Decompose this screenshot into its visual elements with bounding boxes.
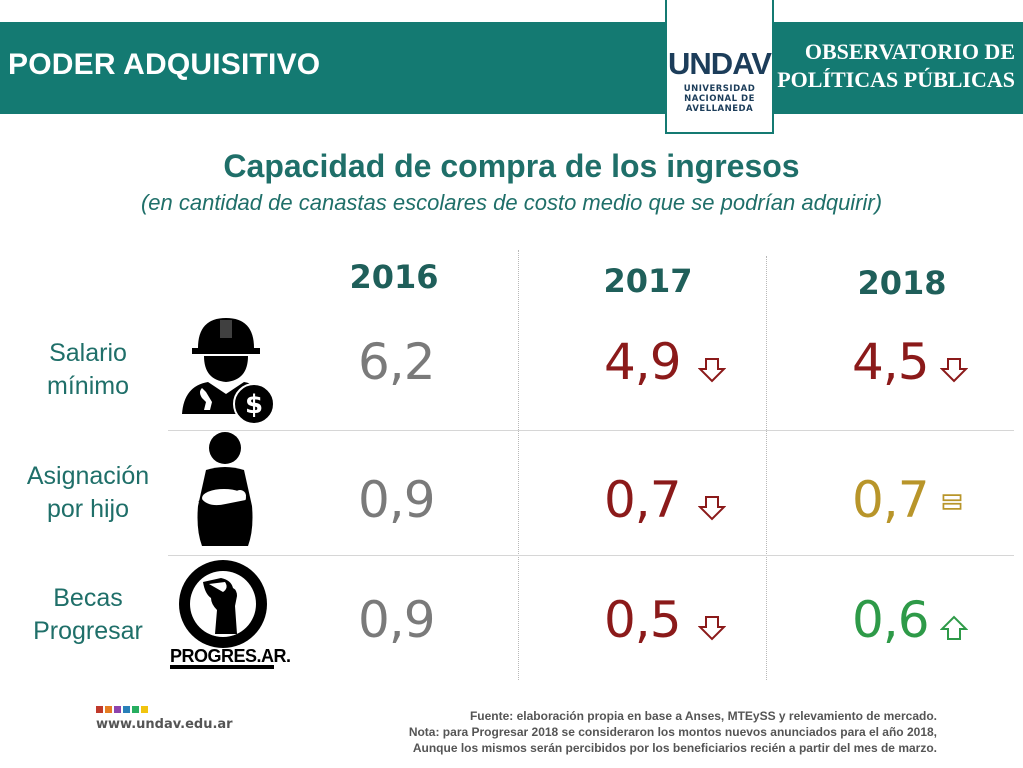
- footer-note-line2: Nota: para Progresar 2018 se consideraro…: [408, 725, 937, 739]
- trend-down-icon: [698, 496, 726, 521]
- footer-note-line1: Fuente: elaboración propia en base a Ans…: [469, 709, 937, 723]
- table-value: 0,7: [852, 471, 930, 529]
- trend-down-icon: [940, 358, 968, 383]
- table-value: 4,5: [852, 333, 930, 391]
- logo-subtitle: UNIVERSIDAD NACIONAL DE AVELLANEDA: [667, 84, 772, 114]
- org-name: OBSERVATORIO DE POLÍTICAS PÚBLICAS: [777, 38, 1015, 94]
- row-label-becas: Becas Progresar: [8, 582, 168, 648]
- row-label-line1: Salario: [49, 339, 127, 367]
- column-divider: [518, 250, 519, 680]
- row-label-line2: por hijo: [47, 495, 129, 523]
- row-divider: [168, 430, 1014, 431]
- progresar-tagline-bar: [170, 665, 274, 669]
- color-dots-icon: [96, 706, 148, 713]
- header-band: [0, 22, 1023, 114]
- row-label-salario: Salario mínimo: [8, 337, 168, 403]
- undav-logo: UNDAV UNIVERSIDAD NACIONAL DE AVELLANEDA: [665, 0, 774, 134]
- trend-equal-icon: [942, 494, 962, 510]
- table-value: 0,6: [852, 591, 930, 649]
- logo-sub-line3: AVELLANEDA: [685, 104, 754, 114]
- table-value: 0,5: [604, 591, 682, 649]
- table-value: 0,9: [358, 471, 436, 529]
- year-header-2016: 2016: [349, 258, 439, 296]
- row-label-asignacion: Asignación por hijo: [8, 460, 168, 526]
- table-value: 4,9: [604, 333, 682, 391]
- footer-note: Fuente: elaboración propia en base a Ans…: [409, 708, 937, 756]
- row-divider: [168, 555, 1014, 556]
- column-divider: [766, 256, 767, 680]
- logo-word: UNDAV: [668, 46, 772, 81]
- year-header-2017: 2017: [603, 262, 693, 300]
- progresar-wordmark: PROGRES.AR.: [170, 646, 291, 666]
- footer-url[interactable]: www.undav.edu.ar: [96, 717, 233, 732]
- logo-sub-line2: NACIONAL DE: [684, 94, 755, 104]
- row-label-line2: mínimo: [47, 372, 129, 400]
- row-label-line1: Asignación: [26, 462, 150, 490]
- chart-title: Capacidad de compra de los ingresos: [223, 148, 800, 184]
- year-header-2018: 2018: [857, 264, 947, 302]
- org-name-line1: OBSERVATORIO DE: [804, 39, 1015, 64]
- progresar-logo-icon: [179, 560, 267, 648]
- chart-subtitle: (en cantidad de canastas escolares de co…: [140, 190, 883, 215]
- footer-note-line3: Aunque los mismos serán percibidos por l…: [412, 741, 937, 755]
- row-label-line1: Becas: [53, 584, 123, 612]
- svg-text:$: $: [245, 390, 263, 420]
- org-name-line2: POLÍTICAS PÚBLICAS: [777, 67, 1015, 92]
- trend-down-icon: [698, 358, 726, 383]
- row-label-line2: Progresar: [33, 617, 143, 645]
- page-title: PODER ADQUISITIVO: [8, 48, 321, 81]
- trend-up-icon: [940, 615, 968, 640]
- trend-down-icon: [698, 616, 726, 641]
- table-value: 0,7: [604, 471, 682, 529]
- mother-with-baby-icon: [197, 432, 253, 546]
- logo-sub-line1: UNIVERSIDAD: [683, 84, 756, 94]
- worker-with-dollar-icon: $: [182, 318, 275, 425]
- table-value: 0,9: [358, 591, 436, 649]
- table-value: 6,2: [358, 333, 436, 391]
